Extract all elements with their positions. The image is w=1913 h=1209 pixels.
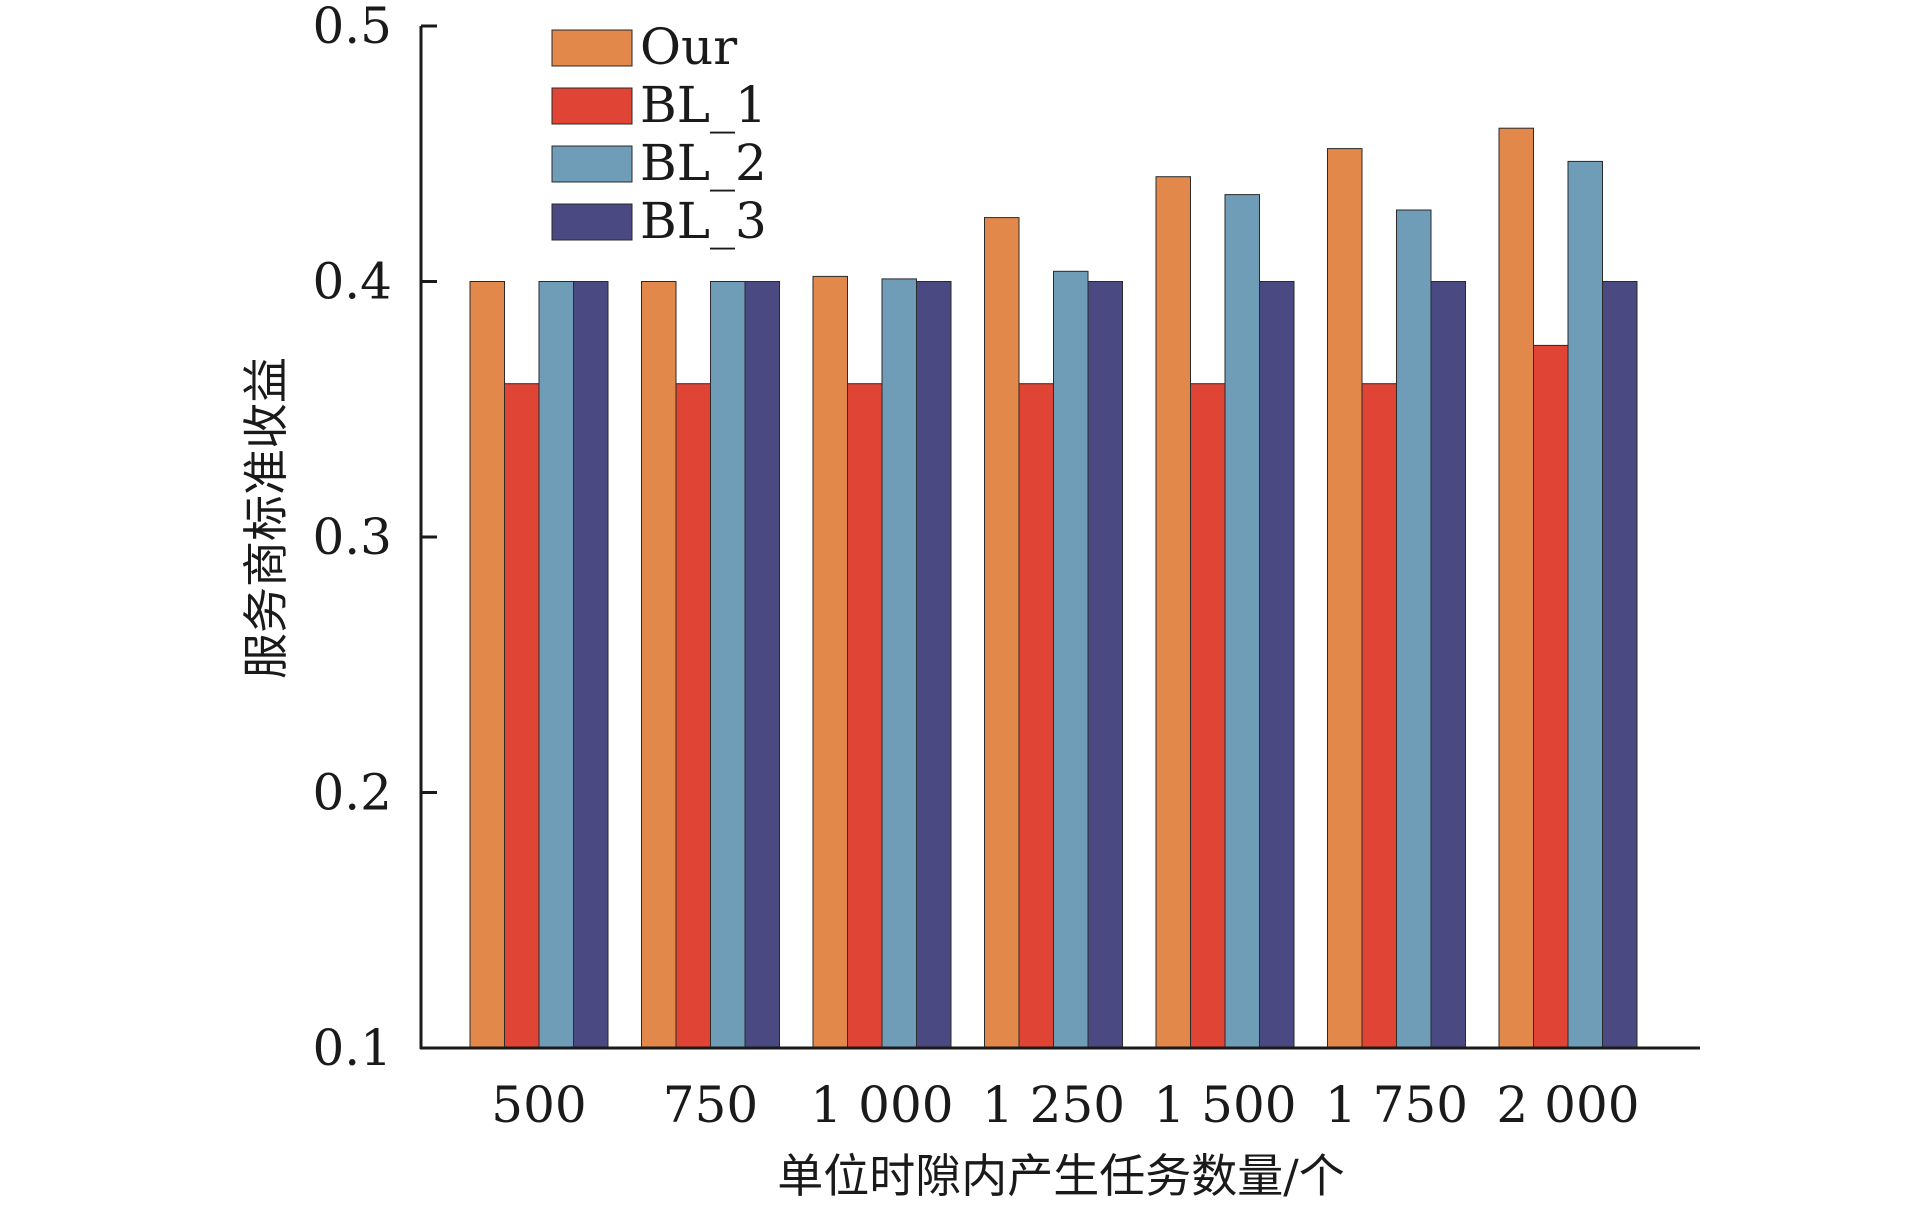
legend-label: BL_1	[640, 76, 767, 134]
bar-our-5	[1327, 148, 1363, 1049]
bar-bl-3-0	[573, 281, 609, 1049]
bar-bl-2-5	[1396, 209, 1432, 1049]
bar-bl-2-2	[881, 278, 917, 1049]
bar-bl-1-6	[1533, 344, 1569, 1049]
y-tick-label: 0.2	[312, 764, 392, 822]
bar-bl-3-6	[1602, 281, 1638, 1049]
y-tick-label: 0.1	[312, 1019, 392, 1077]
y-axis-title: 服务商标准收益	[239, 357, 293, 679]
legend-swatch	[551, 203, 633, 241]
bar-bl-1-1	[675, 383, 711, 1049]
bar-bl-2-6	[1567, 160, 1603, 1049]
y-tick-label: 0.3	[312, 508, 392, 566]
legend-swatch	[551, 29, 633, 67]
bar-our-4	[1155, 176, 1191, 1049]
x-tick-label: 2 000	[1496, 1076, 1639, 1134]
x-ticks-group: 500 750 1 000 1 250 1 500 1 750 2 000	[491, 1076, 1639, 1134]
legend-label: BL_2	[640, 134, 767, 192]
bar-bl-3-2	[916, 281, 952, 1049]
bar-our-2	[812, 275, 848, 1049]
bar-bl-1-5	[1361, 383, 1397, 1049]
bars-group	[469, 127, 1638, 1049]
bar-bl-1-2	[847, 383, 883, 1049]
x-tick-label: 750	[663, 1076, 758, 1134]
bar-bl-2-0	[538, 281, 574, 1049]
bar-our-1	[641, 281, 677, 1049]
x-tick-label: 1 750	[1325, 1076, 1468, 1134]
x-tick-label: 500	[491, 1076, 586, 1134]
legend-swatch	[551, 87, 633, 125]
y-tick-label: 0.5	[312, 0, 392, 55]
legend-label: BL_3	[640, 192, 767, 250]
y-ticks-group: 0.1 0.2 0.3 0.4 0.5	[312, 0, 437, 1077]
bar-bl-3-3	[1087, 281, 1123, 1049]
bar-bl-1-4	[1190, 383, 1226, 1049]
bar-bl-3-4	[1259, 281, 1295, 1049]
y-tick-label: 0.4	[312, 253, 392, 311]
x-tick-label: 1 250	[982, 1076, 1125, 1134]
bar-bl-2-4	[1224, 194, 1260, 1049]
x-tick-label: 1 500	[1153, 1076, 1296, 1134]
x-tick-label: 1 000	[810, 1076, 953, 1134]
bar-our-6	[1498, 127, 1534, 1049]
bar-bl-2-3	[1053, 270, 1089, 1049]
legend-label: Our	[640, 18, 737, 76]
bar-our-3	[984, 217, 1020, 1049]
bar-bl-3-5	[1430, 281, 1466, 1049]
bar-bl-1-3	[1018, 383, 1054, 1049]
bar-bl-2-1	[710, 281, 746, 1049]
legend-swatch	[551, 145, 633, 183]
bar-bl-1-0	[504, 383, 540, 1049]
bar-our-0	[469, 281, 505, 1049]
bar-bl-3-1	[744, 281, 780, 1049]
x-axis-title: 单位时隙内产生任务数量/个	[777, 1149, 1345, 1203]
